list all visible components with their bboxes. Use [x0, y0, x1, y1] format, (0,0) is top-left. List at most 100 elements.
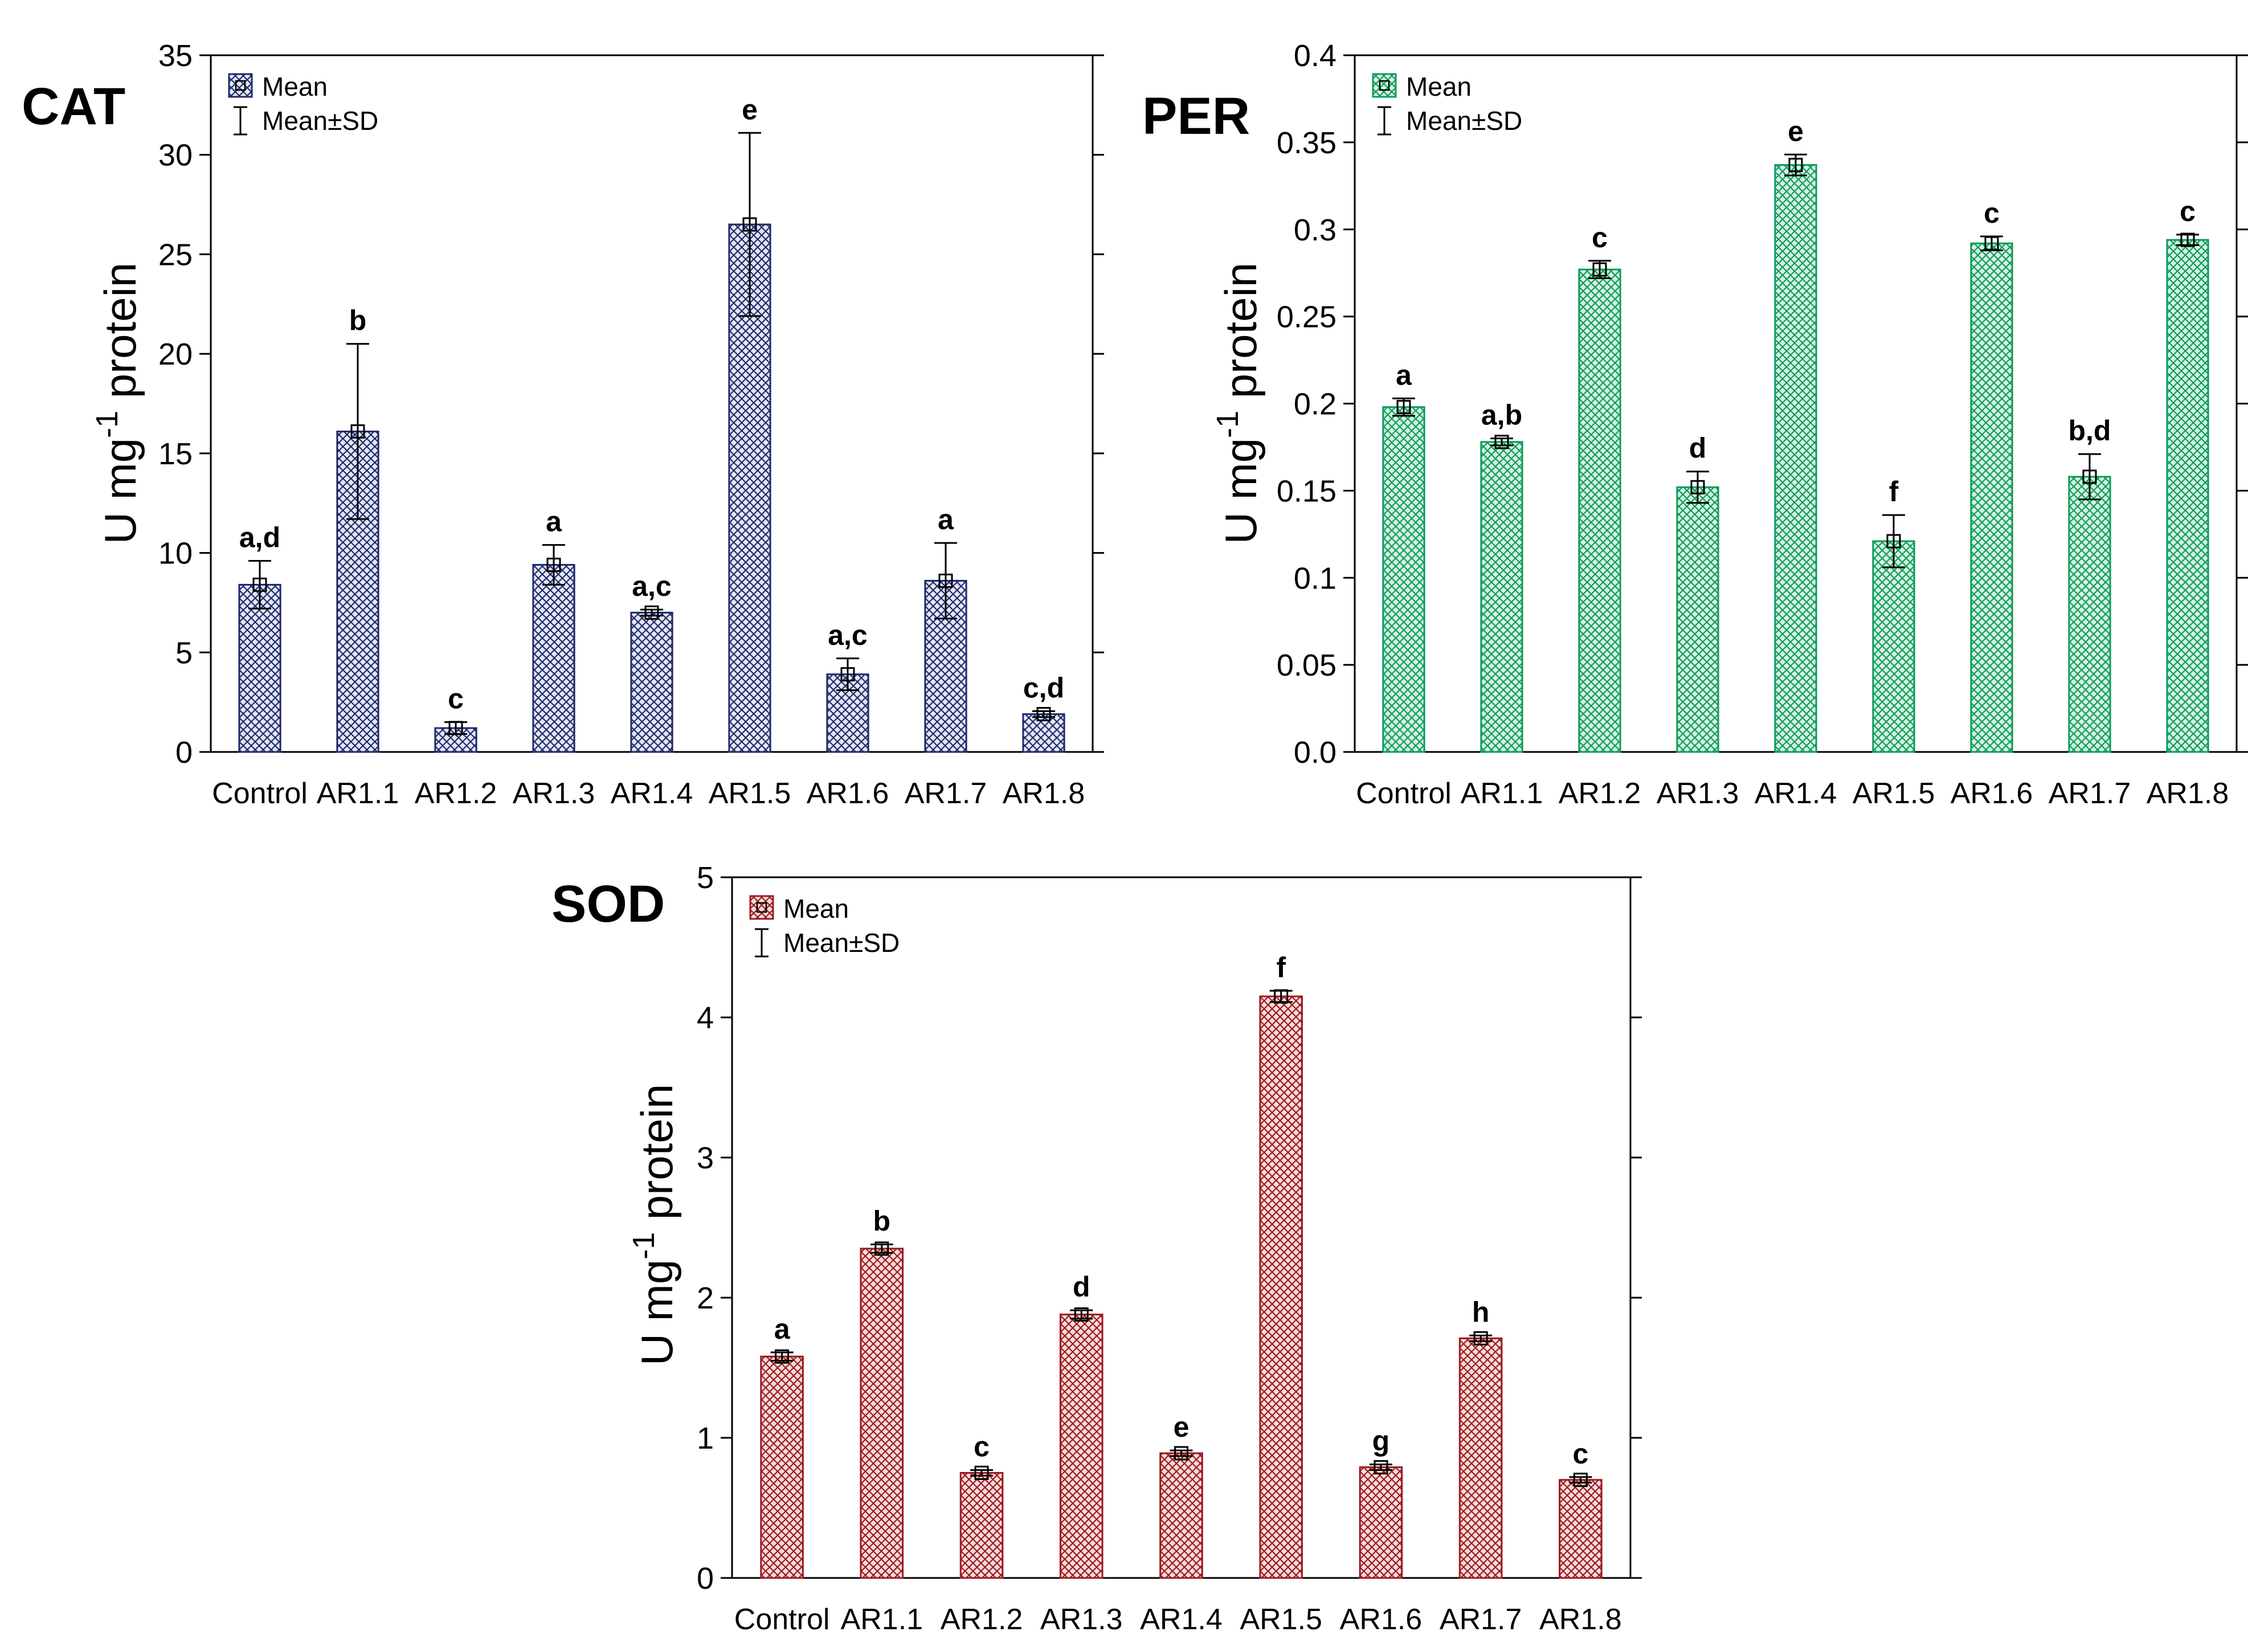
significance-letter: e [742, 93, 758, 125]
significance-letter: a,c [632, 570, 672, 602]
significance-letter: c [974, 1431, 990, 1463]
x-tick-label: AR1.2 [941, 1603, 1023, 1636]
x-tick-label: AR1.1 [1461, 777, 1543, 810]
significance-letter: h [1472, 1296, 1490, 1328]
x-tick-label: AR1.3 [513, 777, 595, 810]
mean-marker [1690, 480, 1705, 494]
mean-marker [252, 577, 267, 592]
x-tick-label: Control [1356, 777, 1452, 810]
mean-marker [1396, 400, 1411, 415]
x-tick-label: AR1.4 [1755, 777, 1837, 810]
legend-mean-marker [756, 902, 767, 913]
sod-chart: SOD U mg-1 protein 0 1 2 3 4 5 a Control b AR1.1 c AR… [551, 861, 1642, 1636]
significance-letter: c,d [1023, 672, 1064, 704]
significance-letter: a [1396, 359, 1412, 391]
y-tick-label: 0.3 [1294, 213, 1336, 247]
x-tick-label: AR1.4 [611, 777, 693, 810]
mean-marker [1074, 1307, 1089, 1322]
y-label-main: U mg [95, 438, 145, 544]
y-tick-label: 10 [158, 537, 193, 571]
sod-title: SOD [551, 875, 665, 933]
x-tick-label: Control [734, 1603, 830, 1636]
x-tick-label: AR1.7 [1440, 1603, 1522, 1636]
bar-AR1.3 [1676, 486, 1719, 753]
significance-letter: a [546, 506, 562, 538]
bar-AR1.3 [1059, 1314, 1103, 1579]
significance-letter: f [1276, 951, 1286, 983]
significance-letter: a [774, 1313, 791, 1345]
y-tick-label: 25 [158, 238, 193, 272]
x-tick-label: AR1.4 [1140, 1603, 1223, 1636]
bar-AR1.6 [1359, 1466, 1403, 1579]
bar-AR1.2 [1578, 268, 1621, 753]
mean-marker [1473, 1331, 1488, 1346]
y-tick-label: 35 [158, 39, 193, 73]
mean-marker [742, 217, 757, 232]
significance-letter: a [938, 504, 954, 535]
y-tick-label: 0.25 [1277, 300, 1336, 334]
bar-AR1.6 [1970, 242, 2013, 753]
mean-marker [350, 424, 365, 439]
significance-letter: d [1073, 1271, 1090, 1303]
sod-y-axis-label: U mg-1 protein [627, 1084, 682, 1366]
legend-swatch-mean [228, 73, 253, 98]
bar-AR1.8 [1559, 1479, 1603, 1579]
y-label-main: U mg [632, 1260, 682, 1365]
mean-marker [448, 721, 463, 735]
y-label-main: U mg [1216, 438, 1266, 544]
bar-AR1.3 [532, 564, 575, 753]
y-tick-label: 4 [697, 1001, 714, 1035]
mean-marker [1494, 435, 1509, 449]
bar-AR1.5 [1259, 995, 1303, 1579]
bar-AR1.7 [1458, 1337, 1503, 1579]
per-legend: Mean Mean±SD [1372, 72, 1522, 136]
significance-letter: f [1889, 476, 1899, 508]
y-tick-label: 0 [175, 735, 193, 770]
y-tick-label: 0.0 [1294, 735, 1336, 770]
mean-marker [1886, 534, 1901, 549]
per-chart: PER U mg-1 protein 0.0 0.05 0.1 0.15 0.2 0.25 0.… [1142, 39, 2248, 810]
legend-mean-marker [235, 80, 246, 91]
significance-letter: c [1572, 1438, 1588, 1470]
y-tick-label: 20 [158, 337, 193, 371]
mean-marker [775, 1349, 790, 1364]
mean-marker [1274, 989, 1289, 1004]
mean-marker [974, 1466, 989, 1480]
bar-Control [1382, 406, 1425, 753]
x-tick-label: AR1.3 [1657, 777, 1739, 810]
y-tick-label: 0.05 [1277, 648, 1336, 682]
legend-sd-label: Mean±SD [783, 928, 900, 958]
x-tick-label: AR1.6 [807, 777, 889, 810]
y-label-tail: protein [1216, 263, 1266, 411]
significance-letter: g [1372, 1425, 1390, 1457]
bar-Control [760, 1355, 804, 1579]
mean-marker [2082, 469, 2097, 484]
y-label-tail: protein [95, 263, 145, 411]
mean-marker [938, 573, 953, 588]
bar-AR1.5 [1872, 540, 1915, 753]
bar-AR1.1 [1480, 441, 1523, 753]
mean-marker [1788, 158, 1803, 173]
x-tick-label: AR1.5 [709, 777, 791, 810]
mean-marker [1984, 236, 1999, 251]
mean-marker [840, 667, 855, 682]
legend-mean-label: Mean [783, 894, 849, 923]
per-title: PER [1142, 87, 1250, 145]
bar-AR1.4 [1159, 1452, 1203, 1579]
y-label-superscript: -1 [627, 1232, 661, 1260]
mean-marker [1174, 1446, 1188, 1461]
y-tick-label: 0.1 [1294, 561, 1336, 595]
mean-marker [1036, 707, 1051, 722]
x-tick-label: AR1.8 [2147, 777, 2229, 810]
x-tick-label: AR1.8 [1003, 777, 1085, 810]
x-tick-label: AR1.7 [2049, 777, 2131, 810]
y-tick-label: 5 [175, 636, 193, 670]
bar-AR1.8 [2166, 239, 2209, 753]
y-tick-label: 0.35 [1277, 126, 1336, 160]
x-tick-label: AR1.6 [1951, 777, 2033, 810]
legend-sd-label: Mean±SD [1406, 106, 1522, 136]
x-tick-label: AR1.2 [415, 777, 497, 810]
significance-letter: c [448, 683, 464, 715]
significance-letter: e [1174, 1411, 1190, 1443]
significance-letter: c [1984, 197, 2000, 229]
